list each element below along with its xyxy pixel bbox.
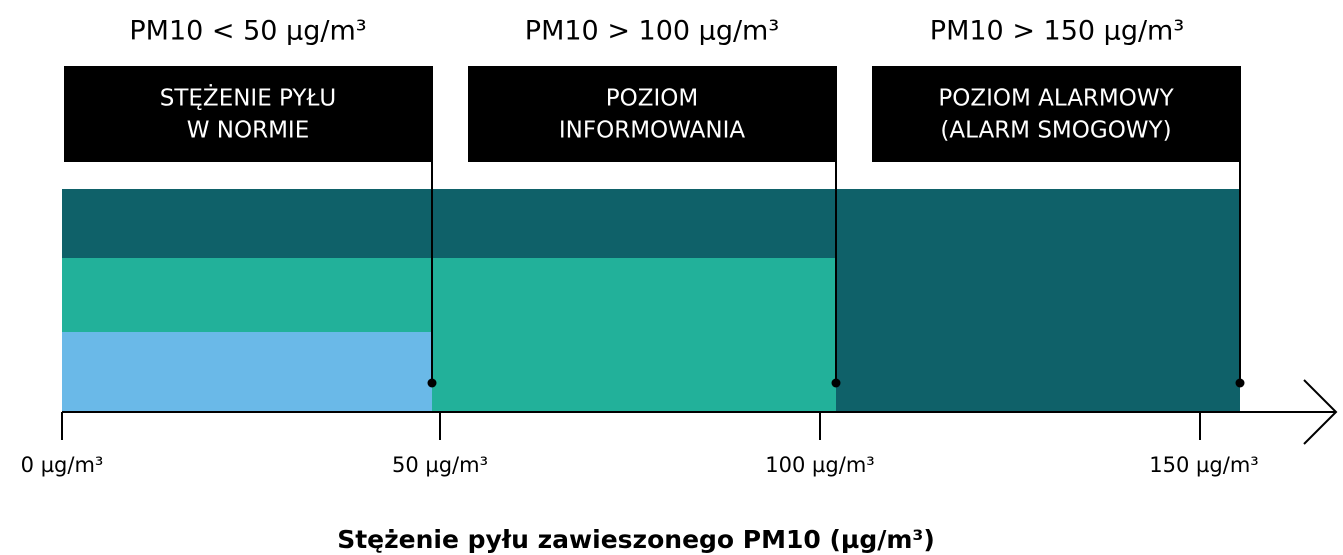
tick-label: 100 µg/m³: [765, 453, 874, 477]
tick-label: 50 µg/m³: [392, 453, 488, 477]
level-label: INFORMOWANIA: [559, 118, 745, 144]
level-label: W NORMIE: [187, 118, 310, 144]
dot: [427, 378, 437, 388]
band-norm: [62, 332, 432, 412]
dot: [831, 378, 841, 388]
axis-arrow: [1303, 379, 1338, 445]
level-label: POZIOM ALARMOWY: [938, 86, 1174, 112]
connectors: [431, 66, 1241, 383]
level-label: POZIOM: [606, 86, 698, 112]
level-label: (ALARM SMOGOWY): [940, 118, 1171, 144]
tick-label: 0 µg/m³: [21, 453, 104, 477]
label-box: [64, 66, 432, 162]
tick-label: 150 µg/m³: [1149, 453, 1258, 477]
label-box: [468, 66, 836, 162]
level-label: STĘŻENIE PYŁU: [160, 84, 336, 112]
label-box: [872, 66, 1240, 162]
axis: [61, 379, 1338, 445]
dot: [1235, 378, 1245, 388]
axis-title: Stężenie pyłu zawieszonego PM10 (µg/m³): [337, 525, 935, 554]
threshold: PM10 > 100 µg/m³: [525, 16, 779, 47]
threshold: PM10 < 50 µg/m³: [129, 16, 366, 47]
threshold: PM10 > 150 µg/m³: [930, 16, 1184, 47]
